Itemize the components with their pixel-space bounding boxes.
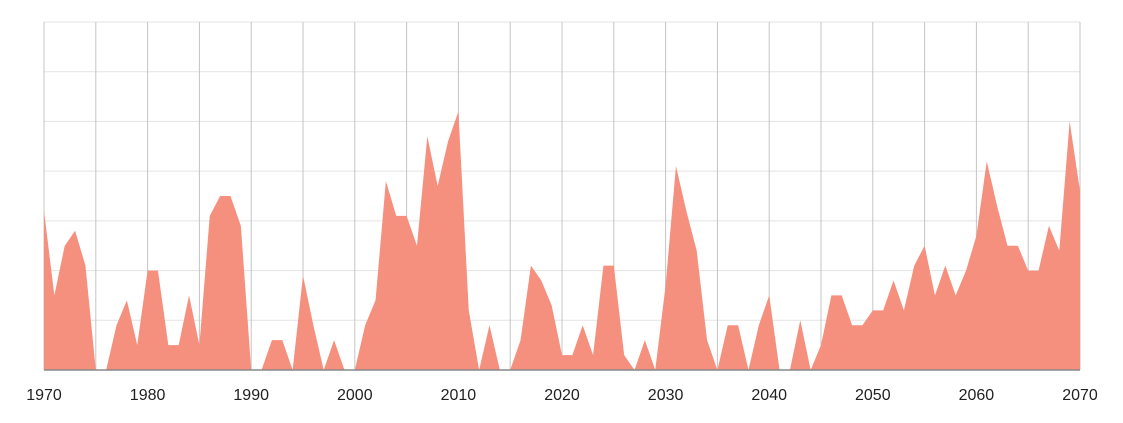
x-tick-label: 2060 <box>959 387 995 404</box>
area <box>44 111 1080 370</box>
x-tick-label: 2000 <box>337 387 373 404</box>
x-tick-label: 2010 <box>441 387 477 404</box>
x-tick-label: 2050 <box>855 387 891 404</box>
x-tick-label: 2020 <box>544 387 580 404</box>
x-tick-label: 2030 <box>648 387 684 404</box>
x-tick-label: 1970 <box>26 387 62 404</box>
x-tick-label: 2070 <box>1062 387 1098 404</box>
x-tick-label: 1990 <box>233 387 269 404</box>
x-tick-label: 1980 <box>130 387 166 404</box>
x-tick-label: 2040 <box>751 387 787 404</box>
